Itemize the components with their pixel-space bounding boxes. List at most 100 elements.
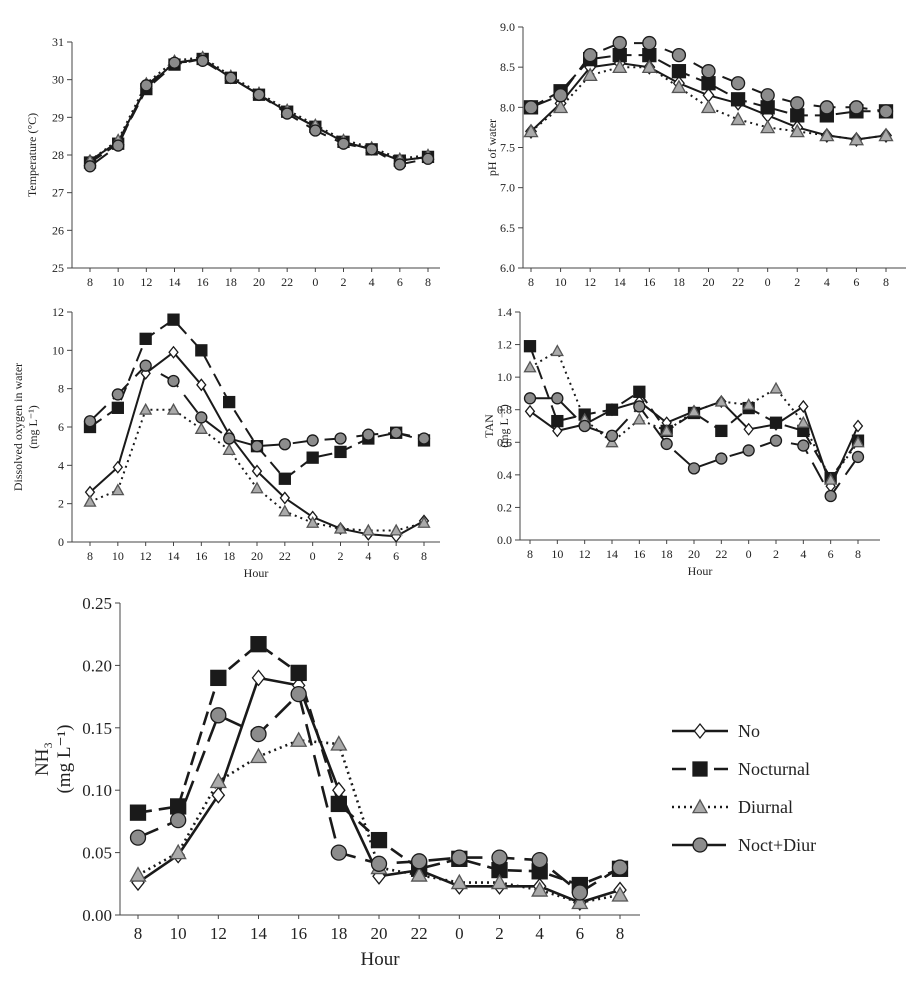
data-point xyxy=(251,464,263,478)
data-point xyxy=(743,422,754,436)
x-tick-label: 6 xyxy=(828,547,834,561)
data-point xyxy=(306,434,319,447)
data-point xyxy=(552,99,569,114)
x-tick-label: 2 xyxy=(338,549,344,563)
data-point xyxy=(168,56,181,69)
y-tick-label: 7.5 xyxy=(500,141,515,155)
data-point xyxy=(334,432,347,445)
data-point xyxy=(129,804,147,821)
y-tick-label: 8.5 xyxy=(500,60,515,74)
y-tick-label: 7.0 xyxy=(500,181,515,195)
data-point xyxy=(760,119,776,134)
data-point xyxy=(290,685,307,703)
data-point xyxy=(605,403,619,416)
x-tick-label: 18 xyxy=(661,547,673,561)
x-tick-label: 12 xyxy=(579,547,591,561)
y-tick-label: 28 xyxy=(52,148,64,162)
legend-label: No xyxy=(738,721,760,741)
data-point xyxy=(789,123,805,138)
data-point xyxy=(798,399,809,413)
data-point xyxy=(851,450,865,464)
data-point xyxy=(169,843,187,860)
x-tick-label: 8 xyxy=(87,549,93,563)
legend-label: Diurnal xyxy=(738,797,793,817)
legend-label: Noct+Diur xyxy=(738,835,816,855)
legend-label: Nocturnal xyxy=(738,759,810,779)
x-tick-label: 8 xyxy=(421,549,427,563)
y-tick-label: 6.0 xyxy=(500,261,515,275)
data-point xyxy=(250,636,267,653)
data-point xyxy=(290,664,307,682)
data-point xyxy=(129,829,147,846)
data-point xyxy=(223,395,236,409)
data-point xyxy=(140,79,153,92)
data-point xyxy=(692,761,708,777)
data-point xyxy=(742,397,756,410)
y-tick-label: 0.05 xyxy=(82,844,112,863)
chart-dissolved-oxygen: 0 2 4 6 8 10 12 8 10 12 14 16 18 20 22 0 2 4 6 8 Hour Dissolv… xyxy=(11,305,440,580)
data-point xyxy=(196,54,209,67)
x-axis-label: Hour xyxy=(688,564,713,578)
data-point xyxy=(111,401,124,414)
x-tick-label: 12 xyxy=(140,275,152,289)
x-tick-label: 20 xyxy=(251,549,263,563)
data-point xyxy=(641,59,657,74)
data-point xyxy=(612,35,627,51)
data-point xyxy=(693,722,707,740)
data-point xyxy=(790,108,805,123)
data-point xyxy=(330,735,348,751)
data-point xyxy=(332,781,346,799)
data-point xyxy=(139,359,152,372)
data-point xyxy=(660,437,673,451)
x-tick-label: 8 xyxy=(855,547,861,561)
data-point xyxy=(111,483,125,496)
data-point xyxy=(83,415,97,428)
x-tick-label: 12 xyxy=(140,549,152,563)
data-point xyxy=(222,443,236,456)
data-point xyxy=(252,88,266,101)
data-point xyxy=(611,859,629,876)
data-point xyxy=(742,444,755,457)
data-point xyxy=(633,385,646,398)
data-point xyxy=(224,71,237,84)
y-tick-label: 10 xyxy=(52,343,64,357)
y-tick-label: 0.00 xyxy=(82,906,112,925)
data-point xyxy=(83,494,97,507)
data-point xyxy=(633,400,646,413)
data-point xyxy=(194,422,208,434)
data-point xyxy=(730,76,746,91)
data-point xyxy=(852,419,864,433)
data-point xyxy=(523,100,539,115)
x-tick-label: 8 xyxy=(527,547,533,561)
data-point xyxy=(571,884,588,901)
data-point xyxy=(730,111,746,126)
y-tick-label: 12 xyxy=(52,305,64,319)
data-point xyxy=(290,731,308,747)
x-tick-label: 20 xyxy=(253,275,265,289)
y-tick-label: 0.15 xyxy=(82,719,112,738)
data-point xyxy=(583,47,598,63)
x-tick-label: 6 xyxy=(576,924,585,943)
data-point xyxy=(714,394,728,407)
y-axis-unit: (mg L⁻¹) xyxy=(26,405,40,449)
data-point xyxy=(730,92,746,107)
chart-ph: 6.0 6.5 7.0 7.5 8.0 8.5 9.0 8 10 12 14 16 18 20 22 0 2 4 6… xyxy=(485,20,906,289)
x-tick-label: 22 xyxy=(732,275,744,289)
data-point xyxy=(393,158,406,171)
data-point xyxy=(578,419,591,433)
data-point xyxy=(390,426,403,439)
data-point xyxy=(250,481,264,494)
data-point xyxy=(83,160,97,173)
y-tick-label: 30 xyxy=(52,73,64,87)
data-point xyxy=(129,866,147,882)
x-axis-label: Hour xyxy=(360,949,400,970)
y-tick-label: 26 xyxy=(52,223,64,237)
data-point xyxy=(551,414,564,428)
x-tick-label: 16 xyxy=(195,549,207,563)
x-tick-label: 22 xyxy=(281,275,293,289)
x-tick-label: 8 xyxy=(883,275,889,289)
chart-temperature: 25 26 27 28 29 30 31 8 10 12 14 16 18 20 22 0 2 4 6 8 Temper… xyxy=(25,35,440,289)
x-tick-label: 20 xyxy=(703,275,715,289)
data-point xyxy=(612,59,628,74)
